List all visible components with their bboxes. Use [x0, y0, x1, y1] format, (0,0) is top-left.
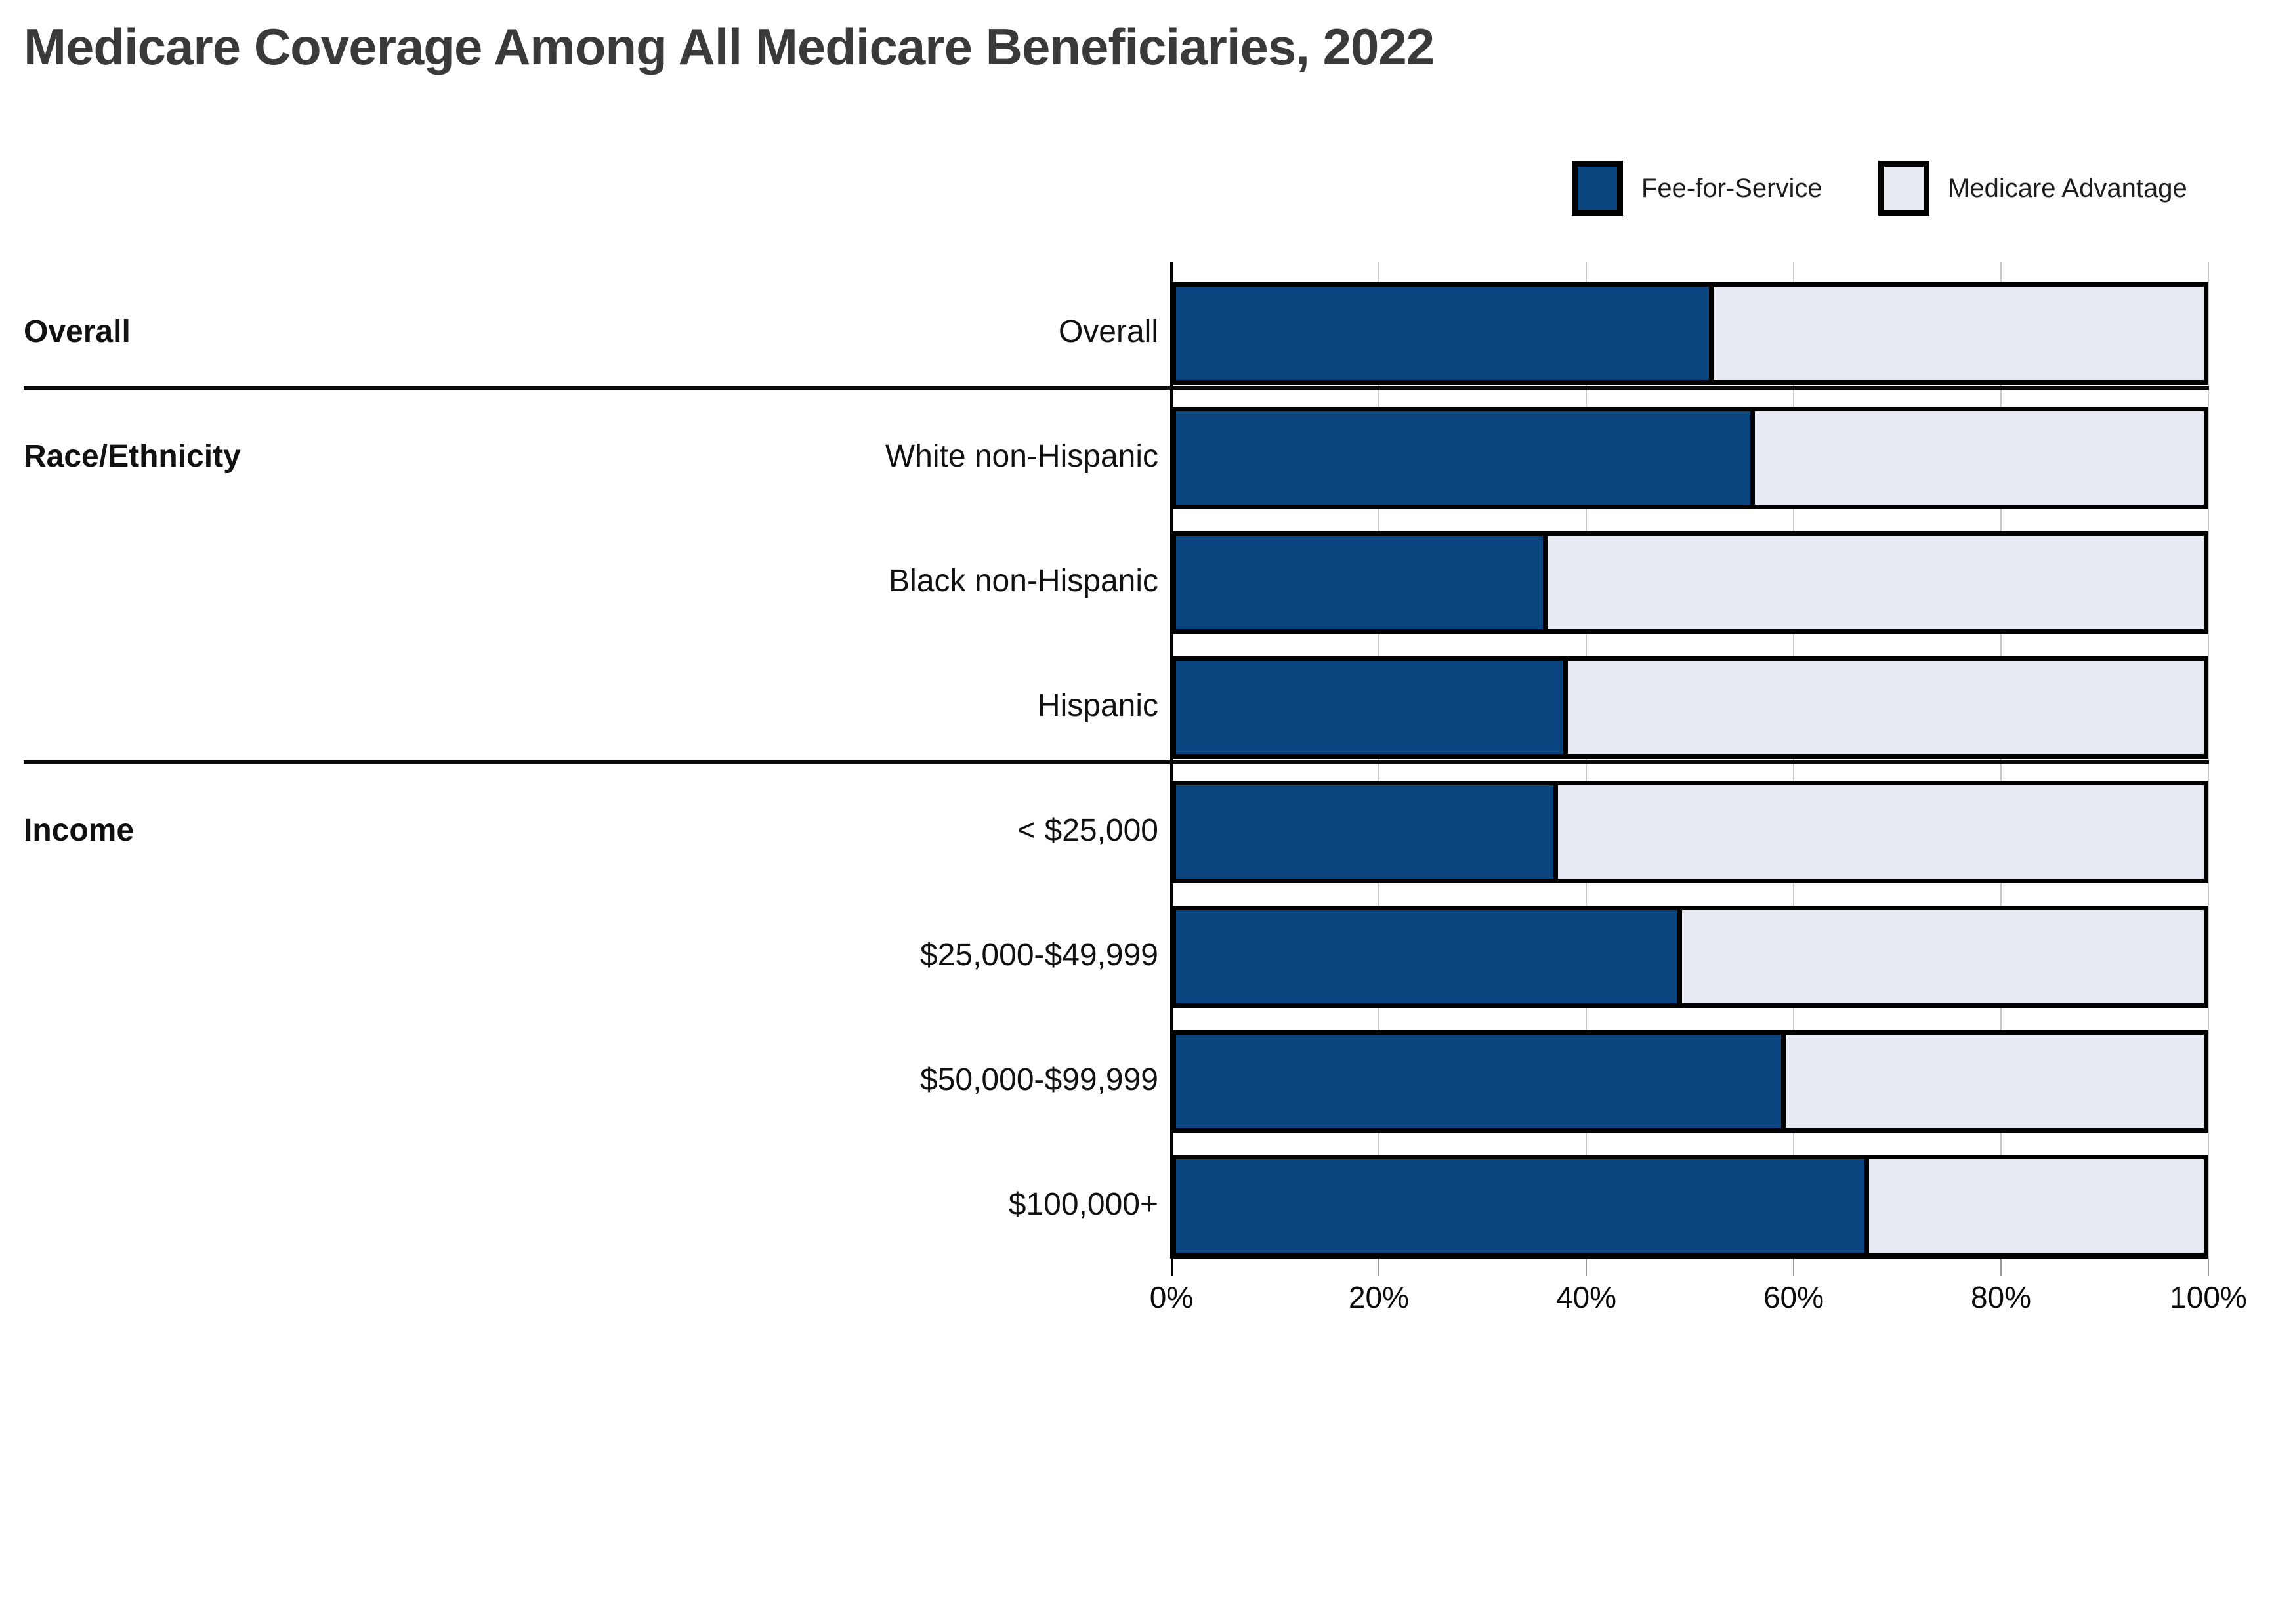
axis-tick-label: 0% [1149, 1280, 1194, 1314]
medicare-advantage-segment [1555, 781, 2208, 883]
section-label-income: Income [24, 813, 135, 848]
fee-for-service-swatch-icon [1572, 161, 1623, 216]
axis-tick-mark [2208, 1259, 2209, 1276]
legend-label-medicare-advantage: Medicare Advantage [1948, 173, 2187, 203]
category-label: $25,000-$49,999 [920, 938, 1158, 972]
axis-tick-label: 40% [1555, 1280, 1617, 1314]
fee-for-service-segment [1171, 906, 1680, 1008]
category-label: < $25,000 [1017, 813, 1158, 848]
category-label: Overall [1058, 314, 1158, 349]
segment-divider [1553, 781, 1558, 883]
section-divider [24, 386, 2209, 390]
axis-tick-label: 80% [1970, 1280, 2032, 1314]
fee-for-service-segment [1171, 781, 1555, 883]
legend-item-fee-for-service: Fee-for-Service [1572, 160, 1822, 217]
segment-divider [1781, 1030, 1786, 1133]
x-axis-line [1171, 1257, 2208, 1259]
medicare-advantage-segment [1866, 1155, 2208, 1257]
axis-tick-mark [1378, 1259, 1379, 1276]
fee-for-service-segment [1171, 531, 1545, 634]
segment-divider [1750, 407, 1755, 509]
stacked-bar-white-non-hispanic [1171, 407, 2208, 509]
medicare-advantage-segment [1565, 656, 2208, 759]
medicare-advantage-segment [1710, 282, 2208, 385]
legend-item-medicare-advantage: Medicare Advantage [1878, 160, 2187, 217]
axis-tick-mark [2000, 1259, 2002, 1276]
medicare-advantage-segment [1783, 1030, 2208, 1133]
axis-tick-label: 100% [2170, 1280, 2247, 1314]
stacked-bar-hispanic [1171, 656, 2208, 759]
segment-divider [1864, 1155, 1869, 1257]
axis-tick-mark [1793, 1259, 1794, 1276]
segment-divider [1563, 656, 1569, 759]
section-label-overall: Overall [24, 314, 131, 349]
axis-tick-mark [1171, 1259, 1173, 1276]
category-label: $100,000+ [1008, 1187, 1158, 1222]
segment-divider [1677, 906, 1683, 1008]
category-label: Black non-Hispanic [889, 564, 1158, 598]
medicare-advantage-segment [1679, 906, 2208, 1008]
axis-tick-label: 60% [1763, 1280, 1824, 1314]
axis-tick-mark [1586, 1259, 1587, 1276]
category-label: White non-Hispanic [885, 439, 1158, 474]
medicare-advantage-segment [1544, 531, 2208, 634]
axis-tick-label: 20% [1348, 1280, 1410, 1314]
stacked-bar-black-non-hispanic [1171, 531, 2208, 634]
stacked-bar--25-000-49-999 [1171, 906, 2208, 1008]
medicare-advantage-swatch-icon [1878, 161, 1929, 216]
category-label: $50,000-$99,999 [920, 1062, 1158, 1097]
chart-title: Medicare Coverage Among All Medicare Ben… [24, 18, 1435, 75]
stacked-bar--100-000- [1171, 1155, 2208, 1257]
category-label: Hispanic [1037, 688, 1158, 723]
medicare-advantage-segment [1752, 407, 2208, 509]
segment-divider [1542, 531, 1548, 634]
fee-for-service-segment [1171, 1155, 1866, 1257]
fee-for-service-segment [1171, 282, 1711, 385]
legend-label-fee-for-service: Fee-for-Service [1641, 173, 1822, 203]
stacked-bar--50-000-99-999 [1171, 1030, 2208, 1133]
fee-for-service-segment [1171, 407, 1752, 509]
fee-for-service-segment [1171, 1030, 1784, 1133]
fee-for-service-segment [1171, 656, 1566, 759]
section-divider [24, 760, 2209, 764]
stacked-bar-overall [1171, 282, 2208, 385]
segment-divider [1708, 282, 1714, 385]
section-label-race-ethnicity: Race/Ethnicity [24, 439, 241, 474]
stacked-bar--25-000 [1171, 781, 2208, 883]
